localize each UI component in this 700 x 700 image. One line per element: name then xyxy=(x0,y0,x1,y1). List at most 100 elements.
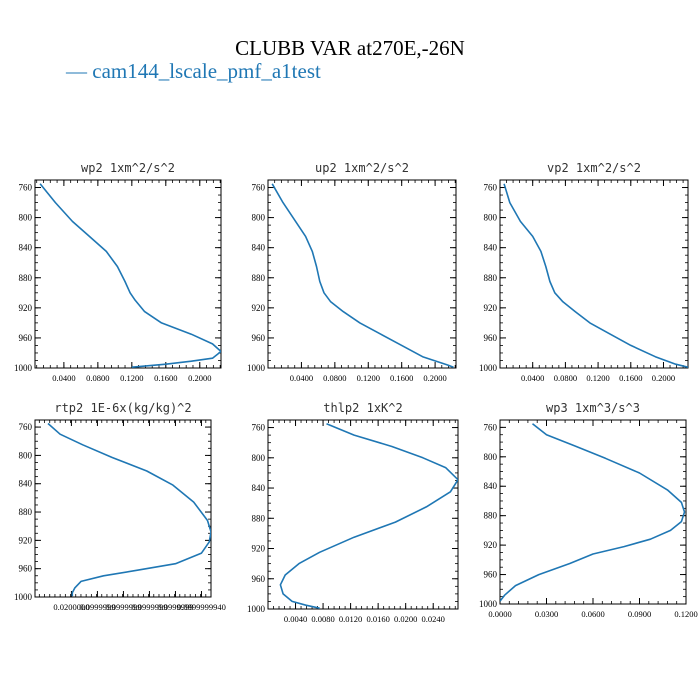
series-line xyxy=(271,183,454,368)
y-tick-label: 960 xyxy=(252,574,266,584)
x-tick-label: 0.0240 xyxy=(422,614,445,624)
y-tick-label: 880 xyxy=(19,507,33,517)
x-tick-label: 0.0300 xyxy=(535,609,558,619)
y-tick-label: 1000 xyxy=(14,592,33,602)
y-tick-label: 800 xyxy=(19,213,33,223)
y-tick-label: 760 xyxy=(19,422,33,432)
y-tick-label: 960 xyxy=(484,333,498,343)
panel-1: wp2 1xm^2/s^2 760 800 840 880 920 960 1000 0.040… xyxy=(14,161,222,383)
x-tick-label: 0.0800 xyxy=(323,373,346,383)
y-tick-label: 880 xyxy=(19,273,33,283)
y-tick-label: 920 xyxy=(484,540,498,550)
x-tick-label: 0.0999999 xyxy=(157,602,193,612)
x-tick-label: 0.1200 xyxy=(586,373,609,383)
x-tick-label: 0.0040 xyxy=(284,614,307,624)
y-tick-label: 880 xyxy=(484,511,498,521)
x-tick-label: 0.1200 xyxy=(120,373,143,383)
y-tick-label: 1000 xyxy=(479,363,498,373)
plot-frame xyxy=(499,179,689,369)
x-tick-label: 0.0800 xyxy=(86,373,109,383)
y-tick-label: 1000 xyxy=(479,599,498,609)
y-tick-label: 960 xyxy=(19,564,33,574)
x-tick-label: 0.1600 xyxy=(154,373,177,383)
y-tick-label: 840 xyxy=(19,243,33,253)
y-tick-label: 840 xyxy=(252,243,266,253)
y-tick-label: 920 xyxy=(19,303,33,313)
series-line xyxy=(39,183,221,368)
x-tick-label: 0.1600 xyxy=(390,373,413,383)
y-tick-label: 760 xyxy=(484,422,498,432)
plot-frame xyxy=(34,179,222,369)
x-tick-label: 0.1200 xyxy=(674,609,697,619)
y-tick-label: 880 xyxy=(484,273,498,283)
series-line xyxy=(47,422,211,597)
y-tick-label: 880 xyxy=(252,513,266,523)
y-tick-label: 920 xyxy=(252,544,266,554)
x-tick-label: 0.0200 xyxy=(394,614,417,624)
x-tick-label: 0.0600 xyxy=(581,609,604,619)
panel-2: up2 1xm^2/s^2 760 800 840 880 920 960 1000 0.040… xyxy=(247,161,457,383)
y-tick-label: 920 xyxy=(19,535,33,545)
x-tick-label: 0.2000 xyxy=(188,373,211,383)
y-tick-label: 800 xyxy=(252,453,266,463)
x-tick-label: 0.0400 xyxy=(290,373,313,383)
plot-frame xyxy=(499,419,687,605)
x-tick-label: 0.0120 xyxy=(339,614,362,624)
legend-entry: — cam144_lscale_pmf_a1test xyxy=(66,59,321,84)
panel-4: rtp2 1E-6x(kg/kg)^2 760 800 840 880 920 960 100… xyxy=(14,401,226,612)
panel-title: thlp2 1xK^2 xyxy=(323,401,402,415)
panel-3: vp2 1xm^2/s^2 760 800 840 880 920 960 1000 0.040… xyxy=(479,161,689,383)
series-line xyxy=(279,423,458,609)
y-tick-label: 1000 xyxy=(14,363,33,373)
plot-frame xyxy=(267,419,459,610)
y-tick-label: 920 xyxy=(484,303,498,313)
panel-title: wp3 1xm^3/s^3 xyxy=(546,401,640,415)
x-tick-label: 0.0400 xyxy=(521,373,544,383)
series-line xyxy=(503,183,688,368)
legend-line-marker: — xyxy=(66,59,93,83)
x-tick-label: 0.1600 xyxy=(619,373,642,383)
x-tick-label: 0.0999999 xyxy=(105,602,141,612)
x-tick-label: 0.0080 xyxy=(311,614,334,624)
y-tick-label: 800 xyxy=(484,452,498,462)
y-tick-label: 960 xyxy=(484,570,498,580)
x-tick-label: 0.0000 xyxy=(488,609,511,619)
x-tick-label: 0.0400 xyxy=(52,373,75,383)
panel-6: wp3 1xm^3/s^3 760 800 840 880 920 960 10000.000… xyxy=(479,401,698,619)
y-tick-label: 800 xyxy=(19,450,33,460)
legend-label: cam144_lscale_pmf_a1test xyxy=(92,59,321,83)
x-tick-label: 0.2000 xyxy=(652,373,675,383)
y-tick-label: 1000 xyxy=(247,604,266,614)
x-tick-label: 0.0200000 xyxy=(53,602,89,612)
series-line xyxy=(500,423,686,602)
x-tick-label: 0.2000 xyxy=(423,373,446,383)
y-tick-label: 920 xyxy=(252,303,266,313)
y-tick-label: 760 xyxy=(252,423,266,433)
plot-frame xyxy=(267,179,457,369)
y-tick-label: 840 xyxy=(19,479,33,489)
y-tick-label: 960 xyxy=(19,333,33,343)
y-tick-label: 960 xyxy=(252,333,266,343)
x-tick-label: 0.0999999 xyxy=(131,602,167,612)
y-tick-label: 800 xyxy=(484,213,498,223)
y-tick-label: 840 xyxy=(252,483,266,493)
panel-title: wp2 1xm^2/s^2 xyxy=(81,161,175,175)
x-tick-label: 0.0900 xyxy=(628,609,651,619)
y-tick-label: 1000 xyxy=(247,363,266,373)
y-tick-label: 880 xyxy=(252,273,266,283)
y-tick-label: 760 xyxy=(19,183,33,193)
y-tick-label: 840 xyxy=(484,481,498,491)
y-tick-label: 840 xyxy=(484,243,498,253)
panel-title: up2 1xm^2/s^2 xyxy=(315,161,409,175)
x-tick-label: 0.0800 xyxy=(554,373,577,383)
x-tick-label: 0.0999999 xyxy=(79,602,115,612)
y-tick-label: 800 xyxy=(252,213,266,223)
x-tick-label: 0.1200 xyxy=(357,373,380,383)
panel-title: rtp2 1E-6x(kg/kg)^2 xyxy=(54,401,191,415)
panel-title: vp2 1xm^2/s^2 xyxy=(547,161,641,175)
y-tick-label: 760 xyxy=(484,183,498,193)
plot-frame xyxy=(34,419,212,598)
x-tick-label: 0.0160 xyxy=(366,614,389,624)
panel-5: thlp2 1xK^2 760 800 840 880 920 960 1000 0.0040 0… xyxy=(247,401,459,624)
